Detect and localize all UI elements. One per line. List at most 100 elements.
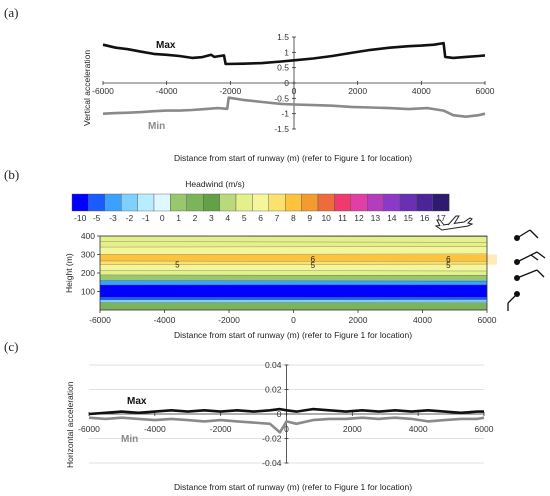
colorbar-swatch xyxy=(170,193,187,212)
colorbar-label: -1 xyxy=(142,213,150,223)
min-series-line xyxy=(102,96,486,118)
panel-label-c: (c) xyxy=(4,339,18,354)
colorbar-label: 9 xyxy=(307,213,312,223)
colorbar-label: 16 xyxy=(420,213,430,223)
x-tick-label: 0 xyxy=(291,315,296,325)
x-tick-label: -4000 xyxy=(144,424,166,434)
colorbar-swatch xyxy=(120,193,138,212)
max-series-label: Max xyxy=(156,40,176,51)
contour-line xyxy=(99,270,488,272)
headwind-contour-chart: Height (m) Distance from start of runway… xyxy=(64,231,497,340)
horizontal-acceleration-y-axis-title: Horizontal acceleration xyxy=(65,381,75,468)
contour-line xyxy=(99,296,488,299)
contour-line xyxy=(99,299,488,301)
contour-line xyxy=(99,253,488,255)
max-series-line xyxy=(88,407,484,416)
headwind-band xyxy=(100,297,487,300)
contour-line xyxy=(99,301,488,303)
headwind-band xyxy=(100,247,487,255)
y-tick-label: 0.5 xyxy=(277,63,289,73)
headwind-band xyxy=(100,299,487,303)
colorbar-swatch xyxy=(301,193,319,212)
contour-label: 5 xyxy=(446,261,451,270)
colorbar-swatch xyxy=(285,193,302,212)
colorbar-title: Headwind (m/s) xyxy=(185,179,245,189)
headwind-band xyxy=(100,260,487,265)
x-tick-label: 4000 xyxy=(413,315,432,325)
x-tick-label: -2000 xyxy=(218,315,240,325)
headwind-x-axis-title: Distance from start of runway (m) (refer… xyxy=(174,330,412,340)
airplane-icon xyxy=(434,215,474,231)
colorbar-swatch xyxy=(317,193,335,212)
colorbar-label: 10 xyxy=(321,213,331,223)
colorbar-label: 7 xyxy=(275,213,280,223)
colorbar-swatch xyxy=(383,193,401,212)
x-tick-label: -4000 xyxy=(156,86,178,96)
colorbar-swatch xyxy=(235,193,253,212)
colorbar-label: 12 xyxy=(354,213,364,223)
colorbar-label: 13 xyxy=(371,213,381,223)
x-tick-label: -6000 xyxy=(92,86,114,96)
x-tick-label: -2000 xyxy=(210,424,232,434)
contour-label: 5 xyxy=(175,261,180,270)
x-tick-label: 6000 xyxy=(475,424,494,434)
x-tick-label: -2000 xyxy=(219,86,241,96)
colorbar-label: 0 xyxy=(160,213,165,223)
x-tick-label: 0 xyxy=(284,424,289,434)
y-tick-label: 1 xyxy=(284,47,289,57)
x-tick-label: 6000 xyxy=(478,315,497,325)
colorbar-label: -10 xyxy=(74,213,87,223)
y-tick-label: 0.02 xyxy=(265,385,282,395)
colorbar-swatch xyxy=(219,193,237,212)
y-tick-label: -0.5 xyxy=(274,93,289,103)
wind-barb-icon xyxy=(514,269,545,281)
headwind-band xyxy=(100,285,487,298)
contour-line xyxy=(99,274,488,276)
contour-line xyxy=(99,284,488,286)
y-tick-label: 0.04 xyxy=(265,360,282,370)
colorbar-swatch xyxy=(104,193,122,212)
y-tick-label: -1 xyxy=(281,109,289,119)
contour-label: 6 xyxy=(446,255,451,264)
y-tick-label: 0 xyxy=(284,78,289,88)
x-tick-label: -6000 xyxy=(78,424,100,434)
vertical-acceleration-chart: Vertical acceleration Distance from star… xyxy=(82,32,495,163)
colorbar-label: 11 xyxy=(338,213,347,223)
x-tick-label: 4000 xyxy=(412,86,431,96)
colorbar-label: 2 xyxy=(193,213,198,223)
colorbar-label: 17 xyxy=(436,213,446,223)
headwind-extension-band xyxy=(487,254,497,265)
panel-label-a: (a) xyxy=(4,5,18,20)
contour-line xyxy=(99,246,488,248)
headwind-band xyxy=(100,254,487,261)
colorbar-label: -3 xyxy=(109,213,117,223)
colorbar-label: 1 xyxy=(176,213,181,223)
x-tick-label: 2000 xyxy=(348,86,367,96)
x-tick-label: 2000 xyxy=(343,424,362,434)
horizontal-acceleration-chart: Horizontal acceleration Distance from st… xyxy=(65,360,494,492)
colorbar-swatch xyxy=(88,193,106,212)
colorbar-label: 5 xyxy=(242,213,247,223)
colorbar-label: -5 xyxy=(93,213,101,223)
colorbar-swatch xyxy=(367,193,384,212)
y-tick-label: -1.5 xyxy=(274,124,289,134)
y-tick-label: 100 xyxy=(81,287,95,297)
y-tick-label: 0 xyxy=(277,409,282,419)
colorbar-swatch xyxy=(268,193,286,212)
contour-line xyxy=(99,280,488,282)
headwind-band xyxy=(100,241,487,248)
panel-label-b: (b) xyxy=(4,167,19,182)
colorbar-label: 15 xyxy=(403,213,413,223)
vertical-acceleration-y-axis-title: Vertical acceleration xyxy=(82,50,92,126)
y-tick-label: -0.04 xyxy=(262,458,282,468)
colorbar-label: -2 xyxy=(126,213,134,223)
headwind-colorbar: Headwind (m/s) -10 -5 -3 -2 -1 0 1 2 3 4 5 6 7 8 9 10 11… xyxy=(71,179,450,223)
y-tick-label: 1.5 xyxy=(277,32,289,42)
x-tick-label: -6000 xyxy=(89,315,111,325)
headwind-band xyxy=(100,270,487,275)
max-series-label: Max xyxy=(127,396,147,407)
y-tick-label: 300 xyxy=(81,250,95,260)
min-series-label: Min xyxy=(148,121,165,132)
colorbar-swatch xyxy=(186,193,204,212)
